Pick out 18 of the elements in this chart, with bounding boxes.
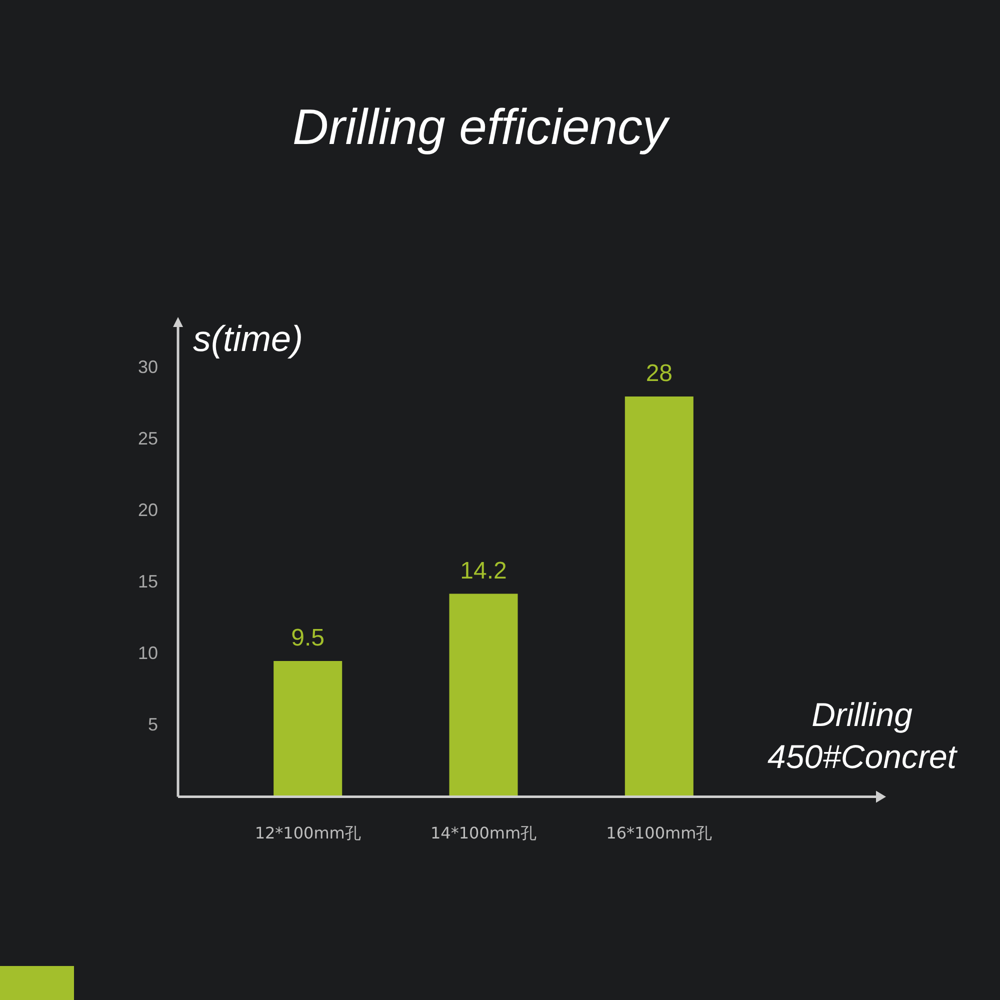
x-axis-title: Drilling 450#Concret	[768, 696, 958, 775]
y-tick-label: 15	[138, 571, 158, 592]
bar	[274, 660, 342, 797]
data-label: 28	[646, 360, 673, 388]
data-label: 9.5	[291, 624, 325, 652]
y-tick-label: 20	[138, 500, 158, 520]
y-tick-label: 5	[148, 714, 158, 734]
x-tick-label: 12*100mm孔	[254, 824, 361, 843]
data-label: 14.2	[460, 557, 507, 584]
x-tick-label: 16*100mm孔	[606, 824, 712, 843]
y-tick-label: 10	[138, 642, 158, 663]
y-axis-title: s(time)	[193, 318, 303, 360]
y-tick-label: 25	[138, 428, 158, 448]
bar	[449, 594, 518, 797]
x-tick-label: 14*100mm孔	[430, 824, 537, 843]
y-tick-label: 30	[138, 356, 158, 377]
chart-title: Drilling efficiency	[292, 98, 671, 155]
bar	[624, 396, 694, 797]
